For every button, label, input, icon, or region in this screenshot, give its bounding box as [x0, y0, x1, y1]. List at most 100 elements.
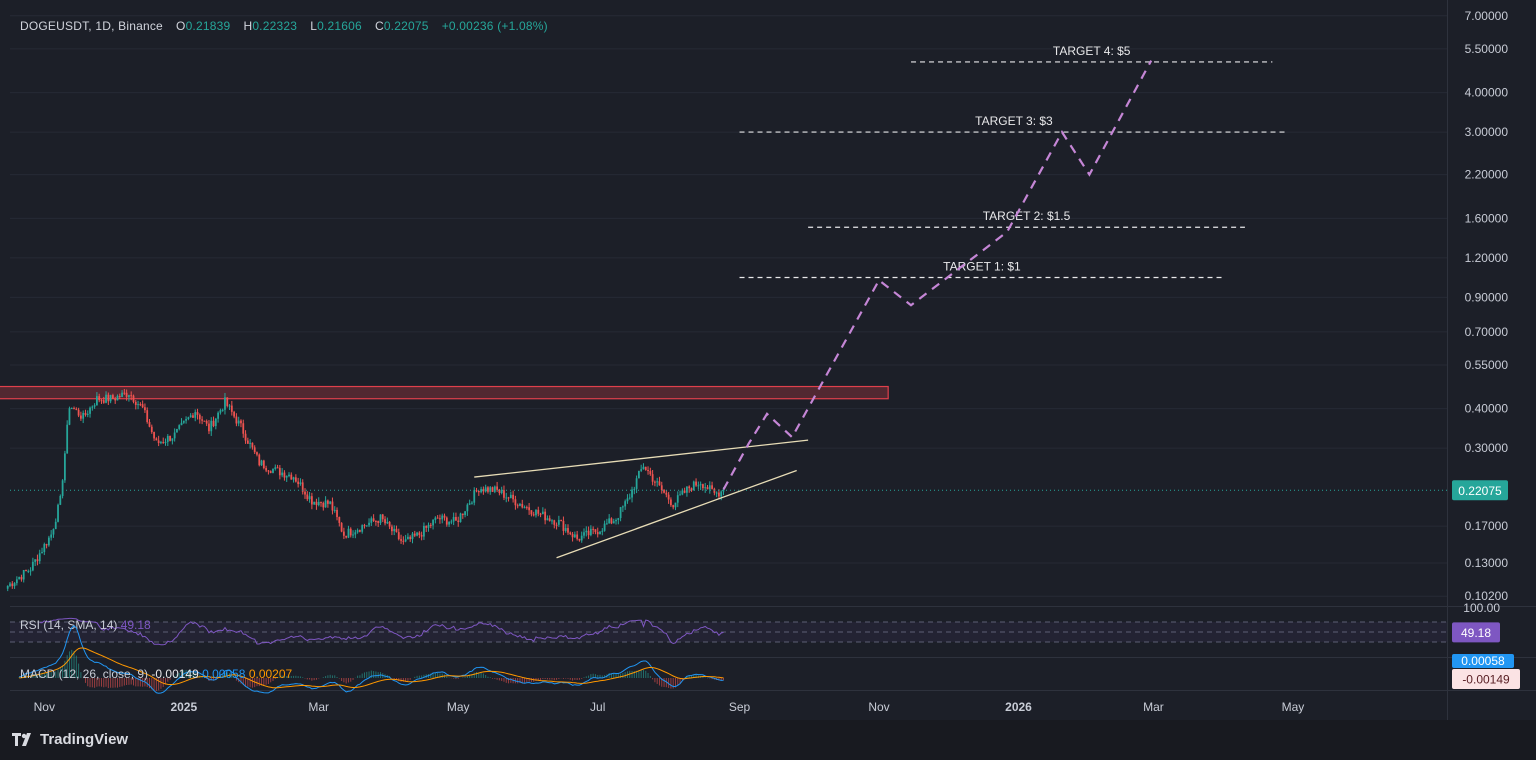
- candle-body: [637, 470, 640, 479]
- macd-line: [19, 625, 724, 694]
- candle-body: [210, 420, 213, 432]
- time-tick-label: Nov: [34, 700, 55, 714]
- candle-body: [267, 470, 270, 472]
- candle-body: [436, 517, 439, 519]
- candle-body: [434, 517, 437, 520]
- candle-body: [448, 521, 450, 525]
- candle-body: [153, 432, 155, 439]
- candle-body: [235, 416, 238, 424]
- candle-body: [521, 503, 524, 508]
- candle-body: [253, 447, 256, 453]
- candle-body: [509, 494, 512, 499]
- candle-body: [192, 415, 194, 418]
- candle-body: [551, 520, 553, 522]
- candle-body: [432, 519, 434, 526]
- candle-body: [96, 396, 98, 406]
- candle-body: [130, 395, 133, 397]
- candle-body: [553, 520, 556, 525]
- candle-body: [272, 468, 274, 473]
- candle-body: [125, 392, 128, 397]
- candle-body: [365, 525, 368, 527]
- candle-body: [644, 466, 647, 470]
- candle-body: [171, 438, 174, 441]
- candle-body: [619, 507, 622, 519]
- candle-body: [381, 514, 384, 520]
- price-tick-label: 2.20000: [1465, 168, 1509, 182]
- candle-body: [663, 490, 665, 493]
- candle-body: [297, 481, 300, 485]
- candle-body: [240, 420, 242, 424]
- candle-body: [82, 412, 85, 419]
- candle-body: [347, 528, 350, 538]
- candle-body: [475, 490, 478, 492]
- macd-value-badge-text: -0.00149: [1462, 673, 1510, 687]
- chart-background: [0, 0, 1536, 720]
- tradingview-logo[interactable]: TradingView: [12, 731, 128, 748]
- candle-body: [407, 536, 409, 540]
- candle-body: [688, 486, 691, 489]
- candle-body: [585, 530, 588, 533]
- rsi-legend-value: 49.18: [121, 618, 151, 632]
- candle-body: [377, 520, 380, 523]
- target-label-1: TARGET 1: $1: [943, 259, 1021, 273]
- candle-body: [18, 577, 21, 580]
- candle-body: [409, 536, 412, 540]
- price-tick-label: 3.00000: [1465, 125, 1509, 139]
- macd-legend-signal: 0.00058: [199, 667, 246, 681]
- candle-body: [626, 498, 629, 502]
- candle-body: [214, 418, 217, 427]
- candle-body: [356, 530, 359, 533]
- macd-legend: MACD (12, 26, close, 9) -0.00149 0.00058…: [20, 667, 293, 681]
- price-tick-label: 0.90000: [1465, 290, 1509, 304]
- high-label: H: [243, 19, 253, 33]
- candle-body: [571, 534, 574, 538]
- candle-body: [336, 509, 338, 518]
- price-tick-label: 0.55000: [1465, 358, 1509, 372]
- candle-body: [331, 501, 334, 511]
- candle-body: [384, 519, 386, 524]
- candle-body: [491, 487, 494, 492]
- symbol-title[interactable]: DOGEUSDT, 1D, Binance: [20, 19, 163, 33]
- candle-body: [539, 513, 542, 515]
- candle-body: [68, 408, 71, 425]
- candle-body: [441, 515, 444, 520]
- time-tick-label: Mar: [308, 700, 329, 714]
- candle-body: [631, 489, 633, 498]
- macd-signal-badge-text: 0.00058: [1461, 654, 1505, 668]
- candle-body: [537, 509, 540, 514]
- candle-body: [144, 407, 146, 411]
- candle-body: [256, 452, 258, 455]
- candle-body: [523, 507, 526, 509]
- candle-body: [45, 544, 48, 546]
- candle-body: [628, 497, 631, 499]
- candle-body: [31, 561, 34, 571]
- candle-body: [25, 569, 27, 571]
- symbol-legend: DOGEUSDT, 1D, Binance O0.21839 H0.22323 …: [20, 19, 548, 33]
- tradingview-logo-text: TradingView: [40, 731, 129, 748]
- price-tick-label: 0.17000: [1465, 519, 1509, 533]
- candle-body: [711, 485, 713, 489]
- candle-body: [665, 492, 668, 495]
- candle-body: [697, 485, 700, 487]
- candle-body: [91, 406, 94, 408]
- candle-body: [326, 500, 329, 504]
- candle-body: [27, 570, 30, 572]
- rsi-value-badge: [1452, 622, 1500, 643]
- candle-body: [487, 487, 489, 492]
- candle-body: [155, 438, 158, 441]
- candle-body: [452, 517, 455, 522]
- candle-body: [137, 404, 139, 406]
- candle-body: [57, 504, 59, 522]
- candle-body: [22, 569, 25, 580]
- candle-body: [578, 538, 581, 541]
- candle-body: [615, 520, 617, 522]
- candle-body: [713, 488, 716, 493]
- candle-body: [292, 477, 295, 480]
- candle-body: [484, 487, 487, 492]
- candle-body: [269, 471, 272, 473]
- candle-body: [402, 540, 405, 542]
- candle-body: [29, 570, 32, 572]
- candle-body: [708, 485, 711, 490]
